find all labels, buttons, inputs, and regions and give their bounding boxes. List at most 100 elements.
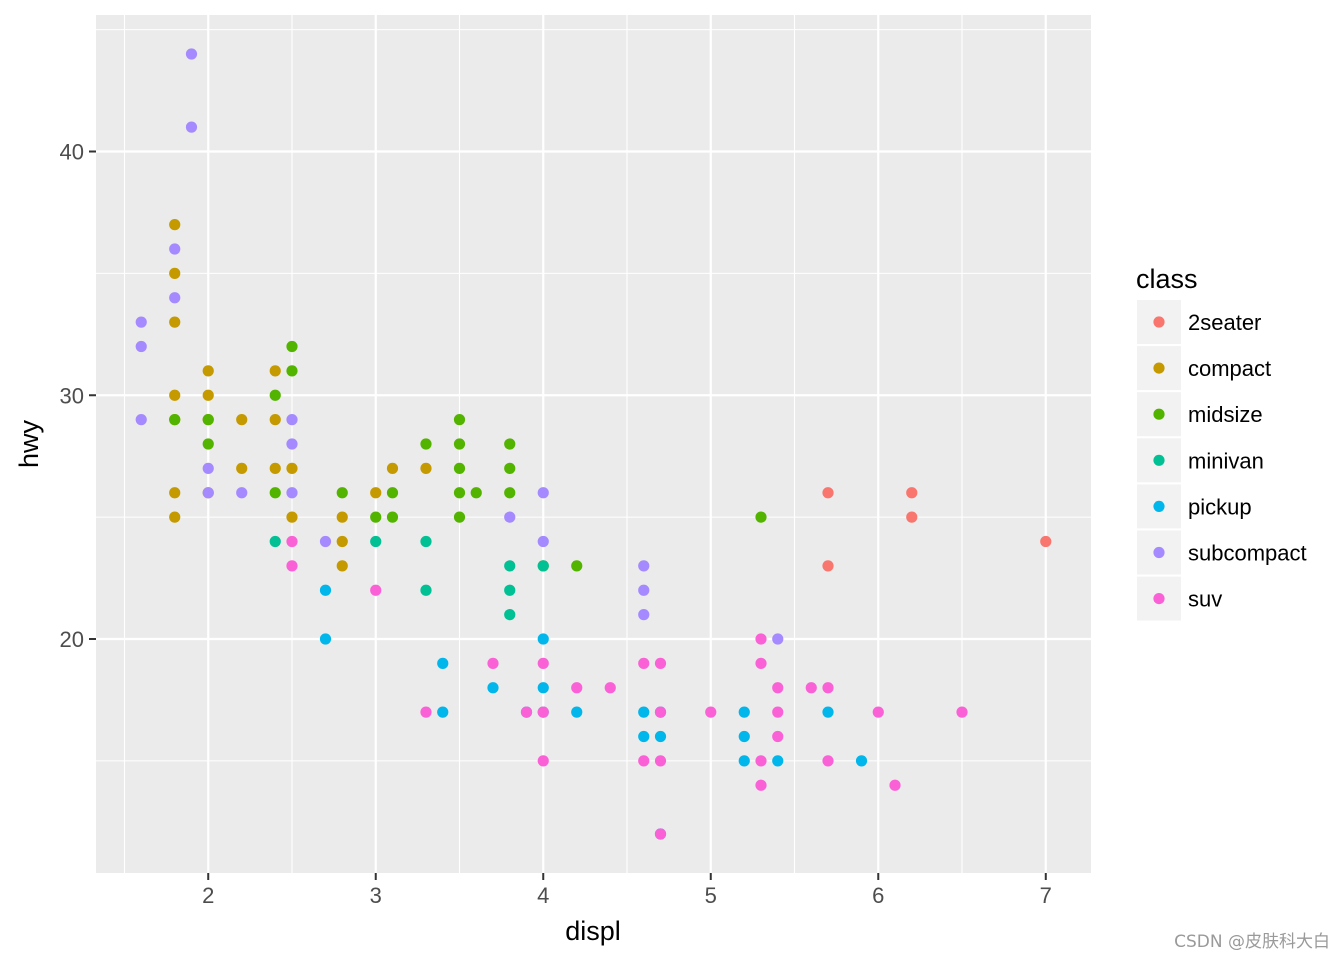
- legend-title: class: [1136, 264, 1198, 294]
- point-subcompact: [286, 414, 298, 426]
- point-suv: [537, 657, 549, 669]
- legend-label-pickup: pickup: [1188, 494, 1252, 519]
- point-subcompact: [135, 316, 147, 328]
- point-midsize: [286, 340, 298, 353]
- point-midsize: [202, 438, 214, 450]
- point-compact: [236, 462, 248, 474]
- point-pickup: [437, 657, 449, 669]
- point-pickup: [855, 755, 868, 767]
- point-subcompact: [135, 340, 147, 353]
- point-midsize: [504, 462, 516, 474]
- point-subcompact: [135, 414, 147, 426]
- point-subcompact: [537, 535, 549, 548]
- point-pickup: [738, 706, 750, 718]
- point-pickup: [822, 706, 834, 718]
- point-compact: [286, 511, 298, 523]
- point-midsize: [269, 389, 281, 401]
- point-suv: [755, 755, 767, 767]
- point-suv: [956, 706, 968, 718]
- point-midsize: [755, 511, 767, 523]
- point-midsize: [453, 414, 466, 426]
- panel-background: [96, 15, 1091, 873]
- point-minivan: [504, 560, 516, 572]
- point-suv: [654, 755, 667, 767]
- point-midsize: [453, 511, 466, 523]
- point-compact: [269, 365, 281, 377]
- legend-label-minivan: minivan: [1188, 448, 1264, 473]
- point-compact: [386, 462, 399, 474]
- point-subcompact: [638, 584, 650, 596]
- point-subcompact: [169, 243, 181, 255]
- point-midsize: [336, 487, 348, 499]
- point-subcompact: [638, 609, 650, 621]
- point-pickup: [638, 706, 650, 718]
- point-suv: [772, 682, 784, 694]
- point-suv: [654, 657, 667, 669]
- point-suv: [705, 706, 717, 718]
- point-2seater: [906, 511, 918, 523]
- x-tick-label: 4: [537, 883, 549, 908]
- point-compact: [336, 560, 348, 572]
- point-subcompact: [504, 511, 516, 523]
- point-2seater: [822, 560, 834, 572]
- point-compact: [336, 535, 348, 548]
- point-subcompact: [185, 121, 198, 133]
- point-compact: [169, 267, 181, 279]
- point-suv: [286, 560, 298, 572]
- x-tick-label: 7: [1040, 883, 1052, 908]
- point-compact: [202, 389, 214, 401]
- point-midsize: [269, 487, 281, 499]
- point-midsize: [386, 511, 399, 523]
- point-2seater: [822, 487, 834, 499]
- point-pickup: [772, 755, 784, 767]
- legend-label-subcompact: subcompact: [1188, 541, 1307, 566]
- point-midsize: [370, 511, 382, 523]
- legend-key-suv: [1153, 593, 1165, 605]
- point-midsize: [169, 414, 181, 426]
- legend-label-compact: compact: [1188, 356, 1271, 381]
- point-suv: [755, 779, 767, 791]
- legend-label-2seater: 2seater: [1188, 310, 1261, 335]
- point-compact: [370, 487, 382, 499]
- point-subcompact: [286, 487, 298, 499]
- point-suv: [487, 657, 499, 669]
- point-pickup: [437, 706, 449, 718]
- point-subcompact: [537, 487, 549, 499]
- point-suv: [872, 706, 884, 718]
- x-tick-label: 5: [705, 883, 717, 908]
- point-compact: [236, 414, 248, 426]
- point-suv: [370, 584, 382, 596]
- point-suv: [537, 755, 549, 767]
- point-pickup: [319, 633, 332, 645]
- legend: class 2seater compact midsize minivan pickup…: [1136, 264, 1307, 621]
- point-suv: [654, 706, 667, 718]
- point-compact: [202, 365, 214, 377]
- point-suv: [571, 682, 583, 694]
- point-pickup: [537, 682, 549, 694]
- point-pickup: [537, 633, 549, 645]
- point-suv: [638, 755, 650, 767]
- x-tick-label: 2: [202, 883, 214, 908]
- x-axis: 2 3 4 5 6 7: [202, 873, 1052, 908]
- point-minivan: [504, 609, 516, 621]
- point-pickup: [638, 730, 650, 743]
- legend-key-2seater: [1153, 316, 1165, 328]
- point-suv: [537, 706, 549, 718]
- watermark: CSDN @皮肤科大白: [1174, 932, 1330, 952]
- point-pickup: [738, 755, 750, 767]
- point-pickup: [654, 730, 667, 743]
- point-subcompact: [236, 487, 248, 499]
- point-midsize: [571, 560, 583, 572]
- point-suv: [755, 657, 767, 669]
- data-points: [135, 48, 1052, 840]
- point-suv: [638, 657, 650, 669]
- point-compact: [269, 414, 281, 426]
- point-midsize: [453, 462, 466, 474]
- point-suv: [889, 779, 901, 791]
- y-tick-label: 40: [60, 140, 84, 165]
- y-axis: 20 30 40: [60, 140, 96, 652]
- point-suv: [822, 755, 834, 767]
- legend-key-pickup: [1153, 500, 1165, 512]
- legend-label-midsize: midsize: [1188, 402, 1263, 427]
